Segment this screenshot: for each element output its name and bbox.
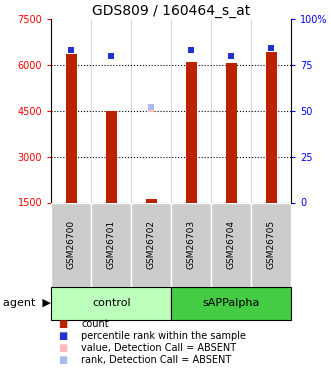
Bar	[51, 287, 171, 320]
Text: GSM26700: GSM26700	[67, 220, 76, 269]
Text: GSM26703: GSM26703	[187, 220, 196, 269]
Bar	[131, 202, 171, 287]
Bar	[66, 54, 77, 202]
Text: ■: ■	[58, 331, 67, 341]
Text: GSM26702: GSM26702	[147, 220, 156, 269]
Bar	[186, 62, 197, 202]
Bar	[171, 202, 211, 287]
Bar	[91, 202, 131, 287]
Text: GSM26704: GSM26704	[227, 220, 236, 269]
Text: sAPPalpha: sAPPalpha	[203, 298, 260, 308]
Text: GSM26705: GSM26705	[267, 220, 276, 269]
Text: count: count	[81, 319, 109, 328]
Text: ■: ■	[58, 319, 67, 328]
Text: value, Detection Call = ABSENT: value, Detection Call = ABSENT	[81, 343, 236, 353]
Bar	[211, 202, 251, 287]
Bar	[171, 287, 291, 320]
Bar	[51, 202, 91, 287]
Text: control: control	[92, 298, 131, 308]
Bar	[146, 200, 157, 202]
Text: ■: ■	[58, 356, 67, 365]
Text: percentile rank within the sample: percentile rank within the sample	[81, 331, 246, 341]
Text: ■: ■	[58, 343, 67, 353]
Bar	[251, 202, 291, 287]
Title: GDS809 / 160464_s_at: GDS809 / 160464_s_at	[92, 4, 251, 18]
Text: rank, Detection Call = ABSENT: rank, Detection Call = ABSENT	[81, 356, 231, 365]
Bar	[266, 53, 277, 202]
Text: agent  ▶: agent ▶	[3, 298, 51, 308]
Bar	[226, 63, 237, 202]
Text: GSM26701: GSM26701	[107, 220, 116, 269]
Bar	[106, 111, 117, 202]
